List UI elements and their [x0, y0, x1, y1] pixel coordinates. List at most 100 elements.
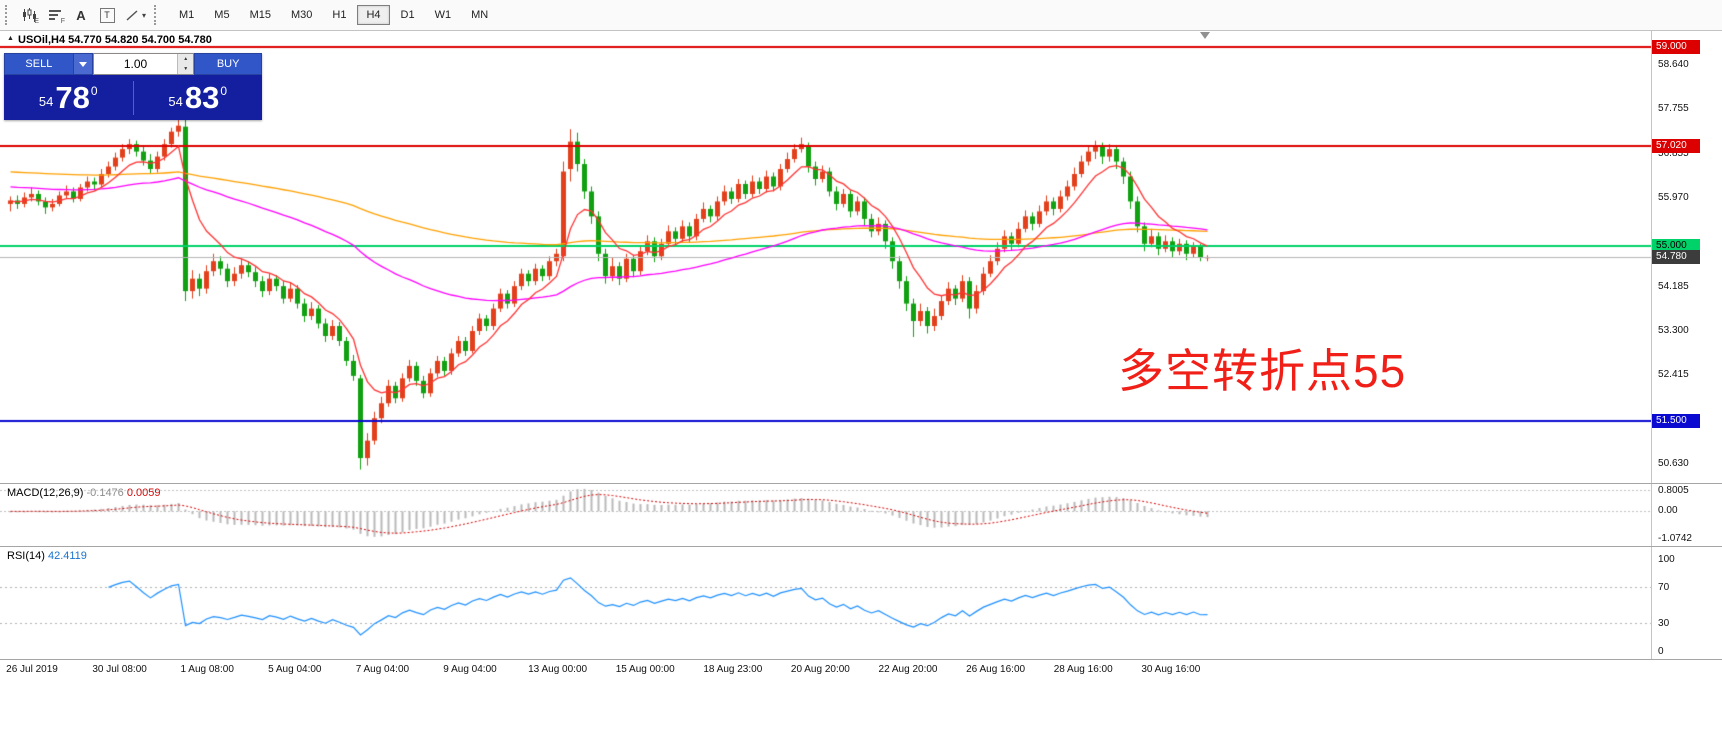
timeframe-h4[interactable]: H4 [357, 5, 390, 25]
price-tick-label: 54.185 [1658, 280, 1689, 292]
macd-zero-label: 0.00 [1658, 505, 1678, 517]
level-price-badge: 51.500 [1652, 413, 1701, 428]
macd-min-label: -1.0742 [1658, 533, 1692, 544]
text-label-tool-icon[interactable]: T [95, 4, 119, 26]
timeframe-toolbar: M1 M5 M15 M30 H1 H4 D1 W1 MN [169, 5, 498, 25]
price-tick-label: 58.640 [1658, 58, 1689, 70]
text-tool-icon[interactable]: A [69, 4, 93, 26]
price-tick-label: 56.855 [1658, 147, 1689, 159]
volume-spinner: ▲ ▼ [177, 54, 194, 74]
buy-price-sup: 0 [220, 83, 228, 98]
time-axis-label: 26 Jul 2019 [6, 664, 58, 675]
chevron-down-icon: ▾ [142, 10, 147, 20]
chart-window-icon-sublabel: E [34, 18, 39, 25]
chart-shift-marker [1200, 32, 1210, 39]
timeframe-w1[interactable]: W1 [426, 5, 461, 25]
macd-canvas [0, 484, 1652, 546]
time-axis-label: 18 Aug 23:00 [703, 664, 763, 675]
volume-decrease-button[interactable]: ▼ [178, 64, 194, 74]
rsi-tick-label: 30 [1658, 618, 1670, 630]
time-axis-label: 9 Aug 04:00 [443, 664, 497, 675]
time-axis-label: 22 Aug 20:00 [878, 664, 938, 675]
candlestick-chart-icon [23, 8, 36, 22]
main-chart-canvas[interactable] [0, 31, 1652, 483]
letter-a-icon: A [76, 7, 86, 23]
buy-price-prefix: 54 [168, 94, 183, 109]
current-price-badge: 54.780 [1652, 250, 1701, 265]
buy-price[interactable]: 54 83 0 [134, 75, 263, 120]
macd-name: MACD(12,26,9) [7, 487, 84, 499]
boxed-t-icon: T [99, 7, 115, 23]
rsi-panel: RSI(14) 42.4119 100 70 30 0 [0, 546, 1722, 659]
macd-value-main: -0.1476 [86, 487, 124, 499]
time-axis-label: 28 Aug 16:00 [1053, 664, 1113, 675]
line-tools-icon[interactable]: ▾ [121, 4, 150, 26]
macd-label: MACD(12,26,9) -0.1476 0.0059 [7, 487, 161, 499]
level-price-badge: 57.020 [1652, 138, 1701, 153]
price-tick-label: 52.415 [1658, 369, 1689, 381]
timeframe-h1[interactable]: H1 [323, 5, 355, 25]
chart-annotation: 多空转折点55 [1118, 345, 1407, 397]
time-axis[interactable]: 26 Jul 2019 30 Jul 08:00 1 Aug 08:00 5 Aug … [0, 659, 1722, 679]
time-axis-label: 30 Aug 16:00 [1141, 664, 1201, 675]
buy-button[interactable]: BUY [194, 53, 263, 75]
timeframe-m5[interactable]: M5 [205, 5, 238, 25]
rsi-tick-label: 70 [1658, 581, 1670, 593]
time-axis-label: 20 Aug 20:00 [790, 664, 850, 675]
macd-plot: MACD(12,26,9) -0.1476 0.0059 [0, 484, 1652, 546]
toolbar: E F A T ▾ M1 M5 M15 M30 H1 H4 D1 W1 MN [0, 0, 1722, 31]
chevron-down-icon [78, 61, 87, 67]
macd-max-label: 0.8005 [1658, 485, 1689, 496]
rsi-tick-label: 0 [1658, 646, 1664, 657]
sell-price-prefix: 54 [38, 94, 54, 109]
time-axis-label: 7 Aug 04:00 [355, 664, 410, 675]
trade-options-dropdown[interactable] [73, 53, 93, 75]
timeframe-mn[interactable]: MN [462, 5, 497, 25]
price-axis[interactable]: 58.640 57.755 56.855 55.970 54.185 53.300 52.4… [1651, 31, 1722, 483]
sell-price-sup: 0 [90, 83, 98, 98]
sell-price-main: 78 [55, 80, 90, 115]
volume-input-group: ▲ ▼ [92, 53, 195, 75]
macd-value-signal: 0.0059 [126, 487, 161, 499]
level-price-badge: 55.000 [1652, 239, 1701, 254]
toolbar-grip[interactable] [5, 5, 11, 25]
sell-button[interactable]: SELL [4, 53, 74, 75]
macd-panel: MACD(12,26,9) -0.1476 0.0059 0.8005 0.00 -… [0, 483, 1722, 546]
main-chart-plot: ▲ USOil,H4 54.770 54.820 54.700 54.780 多… [0, 31, 1652, 483]
chart-window-icon[interactable]: E [17, 4, 41, 26]
main-chart-panel: ▲ USOil,H4 54.770 54.820 54.700 54.780 多… [0, 31, 1722, 483]
one-click-trading-panel: SELL ▲ ▼ BUY 54 78 0 [4, 53, 263, 120]
toolbar-grip-2[interactable] [154, 5, 160, 25]
title-marker-icon[interactable]: ▲ [7, 35, 14, 42]
timeframe-m15[interactable]: M15 [241, 5, 280, 25]
time-axis-label: 30 Jul 08:00 [92, 664, 147, 675]
price-tick-label: 50.630 [1658, 458, 1689, 470]
rsi-axis[interactable]: 100 70 30 0 [1651, 547, 1722, 659]
time-axis-label: 1 Aug 08:00 [180, 664, 234, 675]
volume-input[interactable] [93, 54, 178, 74]
volume-increase-button[interactable]: ▲ [178, 54, 194, 64]
rsi-name: RSI(14) [7, 550, 45, 562]
timeframe-m30[interactable]: M30 [282, 5, 321, 25]
price-tick-label: 53.300 [1658, 325, 1689, 336]
symbol-title: USOil,H4 54.770 54.820 54.700 54.780 [18, 34, 212, 46]
macd-axis[interactable]: 0.8005 0.00 -1.0742 [1651, 484, 1722, 546]
time-axis-label: 26 Aug 16:00 [966, 664, 1026, 675]
rsi-plot: RSI(14) 42.4119 [0, 547, 1652, 659]
rsi-value: 42.4119 [47, 550, 87, 562]
rsi-tick-label: 100 [1658, 554, 1675, 565]
trendline-icon [126, 9, 138, 21]
buy-price-main: 83 [184, 80, 220, 115]
timeframe-d1[interactable]: D1 [392, 5, 424, 25]
price-divider [132, 80, 134, 115]
timeframe-m1[interactable]: M1 [170, 5, 203, 25]
bars-icon [49, 10, 61, 20]
price-tick-label: 55.970 [1658, 191, 1689, 203]
level-price-badge: 59.000 [1652, 39, 1701, 54]
time-axis-label: 5 Aug 04:00 [268, 664, 322, 675]
profiles-icon[interactable]: F [43, 4, 67, 26]
time-axis-label: 13 Aug 00:00 [528, 664, 588, 675]
rsi-label: RSI(14) 42.4119 [7, 550, 87, 562]
sell-price[interactable]: 54 78 0 [4, 75, 133, 120]
